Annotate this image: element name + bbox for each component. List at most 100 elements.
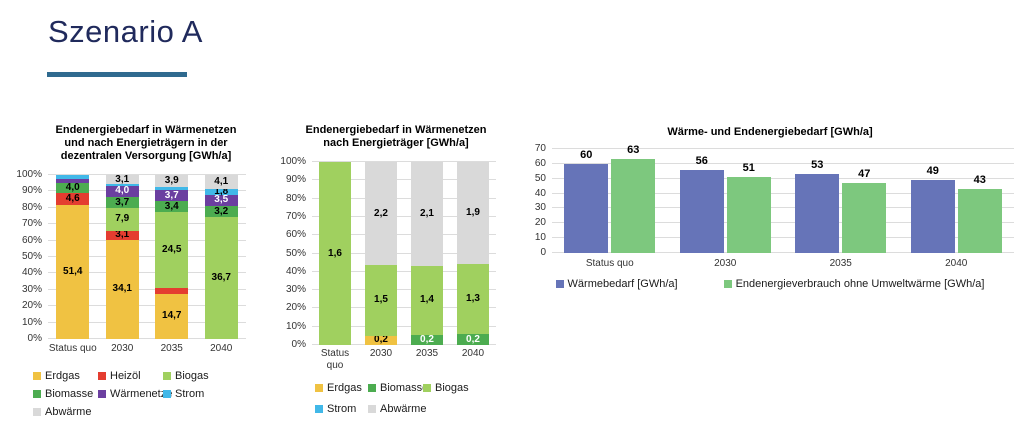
x-axis: Status quo 2030 2035 2040 xyxy=(552,258,1014,270)
bar-wrap: 63 xyxy=(611,144,656,253)
y-axis-tick-label: 90% xyxy=(21,185,42,197)
legend-item-abwaerme: Abwärme xyxy=(368,403,426,415)
gridline xyxy=(312,197,496,199)
segment-label: 3,7 xyxy=(164,189,179,201)
x-axis: Status quo 2030 2035 2040 xyxy=(312,348,496,372)
x-axis-category-label: 2030 xyxy=(111,343,134,354)
y-axis-tick-label: 0 xyxy=(540,247,546,258)
legend-label: Biomasse xyxy=(45,388,94,400)
bar-group-2040: 49 43 xyxy=(899,149,1015,253)
legend-item-biomasse: Biomasse xyxy=(33,388,98,400)
segment-biomasse: 3,7 xyxy=(105,197,139,208)
bar-2040: 36,7 3,2 3,5 1,8 4,1 xyxy=(204,175,238,339)
legend-swatch xyxy=(368,384,376,392)
segment-abwaerme: 3,9 xyxy=(155,175,189,188)
bar-group-status-quo: 60 63 xyxy=(552,144,668,253)
gridline xyxy=(312,289,496,291)
legend-swatch xyxy=(315,405,323,413)
legend-item-strom: Strom xyxy=(315,403,368,415)
bar-value-label: 43 xyxy=(973,174,986,187)
bar-wrap: 47 xyxy=(842,149,887,253)
gridline xyxy=(312,161,496,162)
bar-value-label: 47 xyxy=(858,168,871,181)
gridline xyxy=(552,148,1014,149)
legend-swatch xyxy=(723,280,732,288)
y-axis-tick-label: 50 xyxy=(534,172,546,184)
legend-item-abwaerme: Abwärme xyxy=(33,406,98,418)
y-axis-tick-label: 10% xyxy=(21,316,42,328)
bar-slot: 51,4 4,6 4,0 xyxy=(48,175,98,339)
legend-swatch xyxy=(163,372,171,380)
segment-abwaerme: 2,1 xyxy=(411,162,443,266)
y-axis-tick-label: 60 xyxy=(534,157,546,169)
y-axis-tick-label: 0% xyxy=(27,333,42,344)
bar-slot: 0,2 1,5 2,2 xyxy=(358,162,404,345)
gridline xyxy=(552,222,1014,224)
gridline xyxy=(48,206,246,208)
bar-waermebedarf-gwh-a xyxy=(795,174,840,253)
plot-area: 100% 90% 80% 70% 60% 50% 40% 30% 20% 10% 0% 51,4 4,6… xyxy=(16,169,246,344)
segment-heizoel: 4,6 xyxy=(56,193,90,206)
bar-wrap: 53 xyxy=(795,149,840,253)
bar-2035: 0,2 1,4 2,1 xyxy=(411,162,443,345)
gridline xyxy=(312,252,496,254)
segment-label: 7,9 xyxy=(115,213,130,225)
bar-status-quo: 1,6 xyxy=(319,162,351,345)
y-axis-tick-label: 80% xyxy=(21,201,42,213)
bars-layer: 1,6 0,2 1,5 2,2 0,2 1,4 2,1 0,2 1,3 1,9 xyxy=(312,162,496,345)
legend-label: Heizöl xyxy=(110,370,141,382)
segment-abwaerme: 3,1 xyxy=(105,174,139,185)
gridline xyxy=(312,179,496,181)
bar-2035: 14,7 24,5 3,4 3,7 3,9 xyxy=(155,175,189,339)
legend-swatch xyxy=(98,372,106,380)
x-axis-category-label: 2035 xyxy=(829,258,852,269)
segment-strom xyxy=(56,175,90,179)
bar-endenergieverbrauch-ohne-umweltwaerme-gwh-a xyxy=(611,159,656,253)
bar-wrap: 49 xyxy=(910,149,955,253)
y-axis-tick-label: 20% xyxy=(21,300,42,312)
bar-group-2030: 56 51 xyxy=(668,149,784,253)
y-axis-tick-label: 100% xyxy=(280,156,306,167)
bar-value-label: 63 xyxy=(627,144,640,157)
bar-value-label: 49 xyxy=(926,165,939,178)
segment-abwaerme: 2,2 xyxy=(365,162,397,266)
legend-item-biogas: Biogas xyxy=(423,382,485,394)
gridline xyxy=(48,272,246,274)
bar-waermebedarf-gwh-a xyxy=(910,180,955,253)
chart-legend: Wärmebedarf [GWh/a] Endenergieverbrauch o… xyxy=(520,278,1020,290)
bar-waermebedarf-gwh-a xyxy=(679,169,724,253)
chart-title: Endenergiebedarf in Wärmenetzen und nach… xyxy=(55,124,237,162)
legend-item-erdgas: Erdgas xyxy=(33,370,98,382)
bar-wrap: 43 xyxy=(957,149,1002,253)
segment-label: 1,8 xyxy=(214,185,229,197)
segment-waermenetze xyxy=(56,178,90,183)
gridline xyxy=(312,215,496,217)
legend-label: Biogas xyxy=(175,370,209,382)
legend-item-endenergieverbrauch-ohne-umweltwaerme-gwh-a: Endenergieverbrauch ohne Umweltwärme [GW… xyxy=(723,278,984,290)
legend-item-waermenetze: Wärmenetze xyxy=(98,388,172,400)
bars-layer: 60 63 56 51 53 47 49 43 xyxy=(552,144,1015,253)
bar-2030: 0,2 1,5 2,2 xyxy=(365,162,397,345)
gridline xyxy=(48,190,246,192)
y-axis-tick-label: 30 xyxy=(534,202,546,214)
segment-biogas: 36,7 xyxy=(204,216,238,339)
segment-label: 1,9 xyxy=(466,207,480,219)
x-axis-category-label: Status quo xyxy=(585,258,634,269)
segment-label: 3,2 xyxy=(214,205,229,217)
legend-swatch xyxy=(368,405,376,413)
segment-label: 2,2 xyxy=(374,207,388,219)
segment-label: 3,5 xyxy=(214,194,229,206)
chart-legend: Erdgas Heizöl Biogas Biomasse Wärmenetze Stro… xyxy=(33,370,228,418)
gridline xyxy=(312,325,496,327)
legend-item-waermebedarf-gwh-a: Wärmebedarf [GWh/a] xyxy=(555,278,678,290)
chart-title: Wärme- und Endenergiebedarf [GWh/a] xyxy=(667,126,873,138)
gridline xyxy=(48,174,246,175)
segment-label: 14,7 xyxy=(162,310,182,322)
segment-label: 36,7 xyxy=(211,271,231,283)
chart-endenergiebedarf-dezentral: Endenergiebedarf in Wärmenetzen und nach… xyxy=(16,124,272,436)
gridline xyxy=(48,321,246,323)
y-axis-tick-label: 60% xyxy=(285,229,306,241)
chart-waerme-endenergiebedarf: Wärme- und Endenergiebedarf [GWh/a] 70 60… xyxy=(520,126,1020,308)
bar-2040: 0,2 1,3 1,9 xyxy=(457,162,489,345)
segment-waermenetze: 4,0 xyxy=(105,185,139,198)
